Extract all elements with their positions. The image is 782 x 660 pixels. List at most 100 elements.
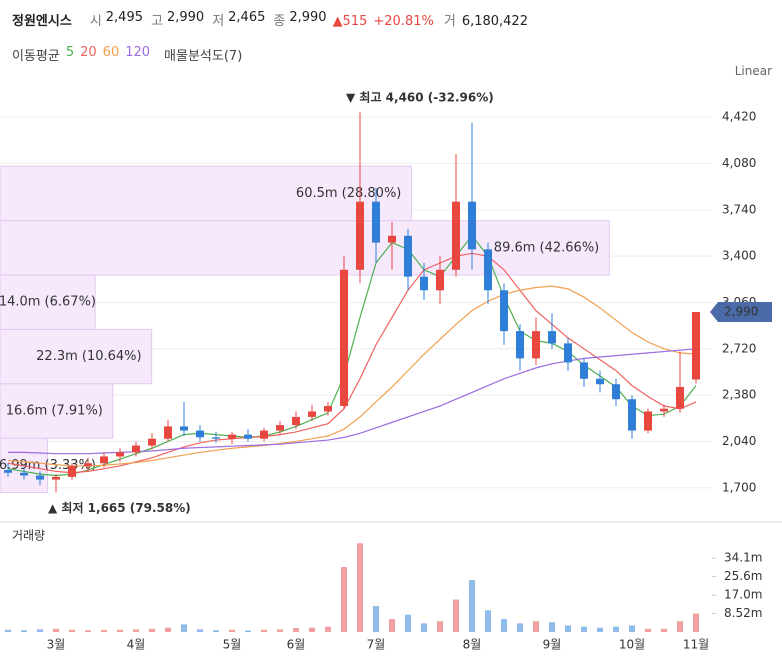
- volume-bar: [501, 619, 507, 632]
- candle-body: [692, 312, 700, 380]
- volume-bar: [5, 629, 11, 632]
- price-items: 시 2,495 고 2,990 저 2,465 종 2,990: [86, 10, 327, 29]
- volume-bar: [325, 626, 331, 632]
- profile-band: [0, 328, 153, 385]
- profile-label: 60.5m (28.80%): [296, 186, 401, 201]
- ma-line: [7, 252, 697, 474]
- ma-line: [7, 285, 697, 467]
- price-box-label: 2,990: [724, 305, 758, 319]
- candle-body: [532, 331, 540, 359]
- candle-body: [436, 269, 444, 291]
- candle-body: [36, 475, 44, 480]
- change-pct: +20.81%: [373, 14, 434, 29]
- volume-bar: [101, 630, 107, 632]
- volume-bar: [261, 629, 267, 632]
- candle-body: [676, 386, 684, 409]
- candle-body: [68, 465, 76, 477]
- candle-body: [644, 411, 652, 431]
- candle-body: [564, 343, 572, 363]
- candle-body: [308, 411, 316, 417]
- candle-body: [500, 290, 508, 332]
- candle-body: [324, 406, 332, 412]
- item-label: 고: [151, 14, 163, 29]
- candle-body: [468, 201, 476, 250]
- candle-body: [148, 438, 156, 446]
- item-label: 저: [212, 14, 225, 29]
- volume-bar: [133, 629, 139, 632]
- candle-body: [628, 399, 636, 431]
- y-tick-label: 25.6m: [724, 569, 762, 583]
- volume-bar: [165, 627, 171, 632]
- y-tick-label: 2,040: [722, 434, 756, 448]
- volume-bar: [53, 628, 59, 632]
- volume-bar: [309, 627, 315, 632]
- volume-bar: [181, 624, 187, 632]
- y-tick-label: 4,080: [722, 156, 756, 170]
- y-tick-label: 34.1m: [724, 551, 762, 565]
- stock-name: 정원엔시스: [12, 14, 72, 29]
- candle-body: [84, 463, 92, 466]
- volume-bar: [629, 625, 635, 632]
- ma-label: 이동평균: [12, 49, 60, 64]
- volume-bar: [565, 625, 571, 632]
- candle-body: [276, 425, 284, 431]
- high-annotation: ▼ 최고 4,460 (-32.96%): [346, 89, 494, 104]
- legend-item: 20: [80, 45, 97, 60]
- candle-body: [548, 331, 556, 344]
- item-value: 2,990: [166, 10, 205, 25]
- candle-body: [196, 430, 204, 438]
- ma-items: 5 20 60 120: [66, 45, 150, 64]
- volume-bar: [405, 614, 411, 632]
- item-value: 2,465: [228, 10, 266, 25]
- x-tick-label: 8월: [463, 638, 482, 652]
- volume-bar: [437, 621, 443, 632]
- candle-body: [132, 445, 140, 453]
- volume-bar: [357, 543, 363, 632]
- candle-body: [260, 430, 268, 439]
- x-tick-label: 11월: [683, 638, 709, 652]
- volume-bar: [149, 628, 155, 632]
- x-tick-label: 9월: [543, 638, 562, 652]
- candle-body: [4, 470, 12, 473]
- y-tick-label: 3,740: [722, 202, 756, 216]
- item-value: 2,990: [289, 10, 327, 25]
- candle-body: [596, 378, 604, 385]
- volume-bar: [229, 629, 235, 632]
- profile-label[interactable]: 매물분석도(7): [164, 49, 243, 64]
- volume-value: 6,180,422: [461, 14, 528, 29]
- scale-mode[interactable]: Linear: [734, 64, 772, 78]
- volume-bar: [197, 629, 203, 632]
- change: ▲515: [332, 14, 368, 29]
- volume-bar: [485, 610, 491, 632]
- candle-body: [612, 384, 620, 400]
- header: 정원엔시스 시 2,495 고 2,990 저 2,465 종 2,990 ▲515 +20.…: [12, 10, 528, 29]
- profile-label: 22.3m (10.64%): [36, 349, 141, 364]
- candle-body: [452, 201, 460, 270]
- profile-label: 16.6m (7.91%): [6, 403, 103, 418]
- candle-body: [356, 201, 364, 270]
- volume-bar: [677, 621, 683, 632]
- volume-bar: [661, 628, 667, 632]
- volume-bar: [581, 626, 587, 632]
- item-label: 시: [89, 14, 102, 29]
- candle-body: [116, 452, 124, 457]
- y-tick-label: 17.0m: [724, 588, 762, 602]
- volume-bar: [597, 627, 603, 632]
- candle-body: [20, 472, 28, 476]
- candle-body: [100, 456, 108, 464]
- volume-bar: [117, 629, 123, 632]
- candle-body: [292, 416, 300, 426]
- candle-body: [164, 426, 172, 439]
- candle-body: [52, 476, 60, 480]
- candle-body: [180, 426, 188, 431]
- volume-bar: [389, 619, 395, 632]
- volume-bar: [453, 599, 459, 632]
- legend-item: 60: [102, 45, 120, 60]
- x-tick-label: 6월: [287, 638, 306, 652]
- y-tick-label: 2,720: [722, 341, 756, 355]
- candle-body: [340, 269, 348, 407]
- profile-band: [0, 220, 610, 276]
